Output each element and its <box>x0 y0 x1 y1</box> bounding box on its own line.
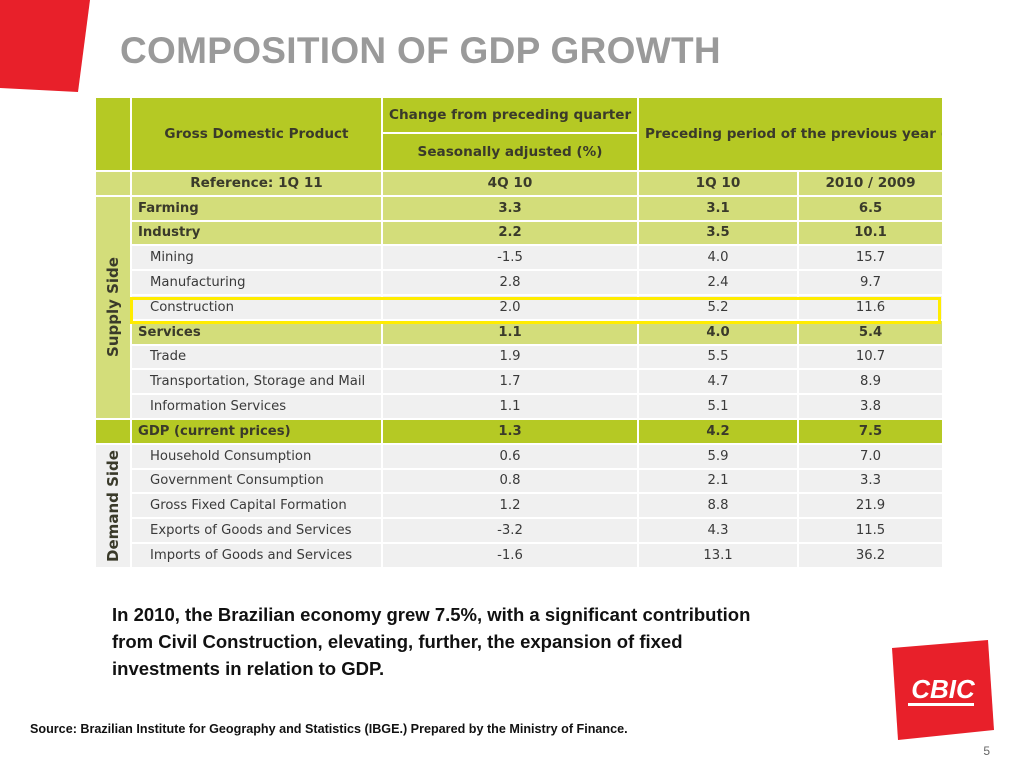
cbic-logo: CBIC <box>892 640 994 740</box>
supply-side-label: Supply Side <box>94 194 132 420</box>
cell-value: 5.9 <box>637 442 799 470</box>
gdp-row-label: GDP (current prices) <box>130 417 383 445</box>
cell-value: -1.5 <box>381 244 639 272</box>
reference-label: Reference: 1Q 11 <box>130 170 383 197</box>
cell-value: 1.9 <box>381 343 639 371</box>
cell-value: 13.1 <box>637 541 799 569</box>
cell-value: 15.7 <box>797 244 944 272</box>
cell-value: 11.5 <box>797 517 944 544</box>
cell-value: 36.2 <box>797 541 944 569</box>
cell-value: 2.8 <box>381 269 639 296</box>
cell-value: 10.1 <box>797 219 944 247</box>
cell-value: -3.2 <box>381 517 639 544</box>
reference-col-4q10: 4Q 10 <box>381 170 639 197</box>
row-label: Imports of Goods and Services <box>130 541 383 569</box>
cell-value: 0.6 <box>381 442 639 470</box>
demand-side-label: Demand Side <box>94 442 132 569</box>
cell-value: 5.5 <box>637 343 799 371</box>
cell-value: 21.9 <box>797 492 944 520</box>
cell-value: 8.8 <box>637 492 799 520</box>
cell-value: 8.9 <box>797 368 944 396</box>
cell-value: 1.7 <box>381 368 639 396</box>
cell-value: 5.2 <box>637 293 799 321</box>
cell-value: 3.3 <box>797 467 944 495</box>
slide-title: COMPOSITION OF GDP GROWTH <box>120 30 721 71</box>
row-label: Manufacturing <box>130 269 383 296</box>
row-label: Household Consumption <box>130 442 383 470</box>
cell-value: 3.8 <box>797 393 944 420</box>
cell-value: 7.5 <box>797 417 944 445</box>
gdp-row-corner <box>94 417 132 445</box>
row-label: Government Consumption <box>130 467 383 495</box>
row-label: Services <box>130 318 383 346</box>
cell-value: 1.3 <box>381 417 639 445</box>
summary-paragraph: In 2010, the Brazilian economy grew 7.5%… <box>112 604 751 679</box>
cell-value: 4.0 <box>637 318 799 346</box>
row-label: Exports of Goods and Services <box>130 517 383 544</box>
cell-value: 4.0 <box>637 244 799 272</box>
header-gdp: Gross Domestic Product <box>130 96 383 172</box>
svg-text:CBIC: CBIC <box>911 674 976 704</box>
cell-value: 2.0 <box>381 293 639 321</box>
cell-value: 5.1 <box>637 393 799 420</box>
cell-value: 10.7 <box>797 343 944 371</box>
cell-value: 1.2 <box>381 492 639 520</box>
cell-value: 7.0 <box>797 442 944 470</box>
row-label: Mining <box>130 244 383 272</box>
reference-col-1q10: 1Q 10 <box>637 170 799 197</box>
row-label: Gross Fixed Capital Formation <box>130 492 383 520</box>
cell-value: -1.6 <box>381 541 639 569</box>
row-label: Trade <box>130 343 383 371</box>
header-seasonal: Seasonally adjusted (%) <box>381 132 639 172</box>
page-number: 5 <box>983 744 990 758</box>
source-note: Source: Brazilian Institute for Geograph… <box>30 722 628 736</box>
header-corner <box>94 96 132 172</box>
cell-value: 3.1 <box>637 194 799 222</box>
cell-value: 3.5 <box>637 219 799 247</box>
header-change: Change from preceding quarter <box>381 96 639 134</box>
reference-corner <box>94 170 132 197</box>
cell-value: 4.3 <box>637 517 799 544</box>
cell-value: 2.1 <box>637 467 799 495</box>
cell-value: 6.5 <box>797 194 944 222</box>
row-label: Construction <box>130 293 383 321</box>
cell-value: 3.3 <box>381 194 639 222</box>
cell-value: 2.4 <box>637 269 799 296</box>
cell-value: 4.7 <box>637 368 799 396</box>
cell-value: 1.1 <box>381 393 639 420</box>
row-label: Transportation, Storage and Mail <box>130 368 383 396</box>
cell-value: 11.6 <box>797 293 944 321</box>
reference-col-2010-2009: 2010 / 2009 <box>797 170 944 197</box>
cell-value: 0.8 <box>381 467 639 495</box>
row-label: Information Services <box>130 393 383 420</box>
row-label: Farming <box>130 194 383 222</box>
row-label: Industry <box>130 219 383 247</box>
cell-value: 2.2 <box>381 219 639 247</box>
cell-value: 9.7 <box>797 269 944 296</box>
cell-value: 4.2 <box>637 417 799 445</box>
header-preceding: Preceding period of the previous year (%… <box>637 96 944 172</box>
red-corner-decoration <box>0 0 90 92</box>
cell-value: 5.4 <box>797 318 944 346</box>
gdp-table: Gross Domestic Product Change from prece… <box>94 96 944 569</box>
cell-value: 1.1 <box>381 318 639 346</box>
